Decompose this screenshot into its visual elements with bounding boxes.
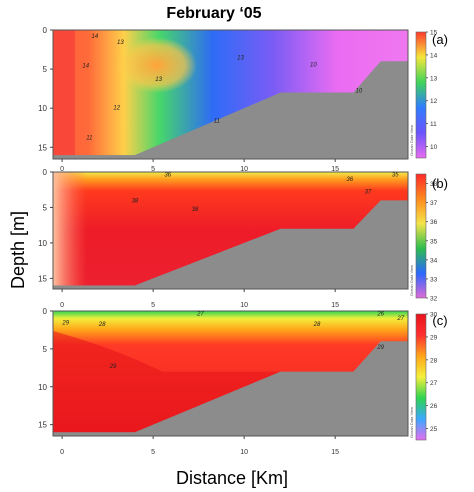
contour-label: 29: [61, 321, 69, 327]
figure-title: February ‘05: [166, 5, 261, 22]
colorbar-tick-label: 38: [430, 181, 438, 188]
y-tick-label: 10: [38, 239, 47, 248]
x-tick-label: 5: [151, 166, 155, 173]
colorbar-tick-label: 11: [430, 121, 437, 128]
warm-core-patch: [116, 37, 197, 94]
contour-label: 14: [92, 34, 99, 40]
colorbar: [415, 173, 427, 299]
colorbar-tick-label: 14: [430, 52, 438, 59]
contour-label: 11: [214, 118, 220, 124]
seabed-bathymetry: [125, 341, 409, 436]
colorbar-label: Ocean Data View: [409, 125, 414, 156]
colorbar-label: Ocean Data View: [409, 265, 414, 296]
contour-label: 36: [346, 177, 353, 183]
colorbar-tick-label: 29: [430, 334, 438, 341]
colorbar-label: Ocean Data View: [409, 407, 414, 438]
y-tick-label: 15: [38, 274, 47, 283]
x-tick-label: 10: [240, 302, 248, 309]
contour-label: 29: [109, 364, 117, 370]
colorbar-tick-label: 32: [430, 296, 438, 303]
plot-frame: [52, 171, 409, 290]
coastal-warm-band: [53, 30, 75, 159]
contour-label: 28: [98, 322, 106, 328]
plot-frame: [52, 29, 409, 160]
x-tick-label: 5: [151, 302, 155, 309]
seabed-floor: [53, 155, 135, 159]
y-tick-label: 10: [38, 383, 47, 392]
contour-label: 36: [164, 172, 171, 178]
colorbar: [415, 31, 427, 159]
panel-label: (b): [432, 176, 448, 191]
y-tick-label: 10: [38, 104, 47, 113]
seabed-floor: [53, 285, 135, 289]
contour-label: 13: [155, 77, 162, 83]
plot-frame: [52, 310, 409, 437]
x-axis-label: Distance [Km]: [176, 468, 288, 488]
x-tick-label: 10: [240, 166, 248, 173]
x-tick-label: 15: [331, 449, 339, 456]
y-tick-label: 5: [43, 203, 48, 212]
x-tick-label: 15: [331, 166, 339, 173]
y-tick-label: 15: [38, 143, 47, 152]
y-tick-label: 5: [43, 65, 48, 74]
y-tick-label: 5: [43, 345, 48, 354]
contour-label: 10: [356, 89, 363, 95]
contour-label: 28: [313, 322, 321, 328]
colorbar-tick-label: 30: [430, 312, 438, 319]
coastal-light-band: [53, 172, 87, 289]
colorbar-tick-label: 35: [430, 238, 438, 245]
contour-label: 27: [396, 316, 404, 322]
colorbar-tick-label: 37: [430, 200, 438, 207]
y-tick-label: 0: [43, 307, 48, 316]
x-tick-label: 5: [151, 449, 155, 456]
x-tick-label: 15: [331, 302, 339, 309]
contour-label: 38: [192, 207, 199, 213]
colorbar-tick-label: 15: [430, 30, 438, 37]
colorbar-tick-label: 33: [430, 276, 438, 283]
colorbar-tick-label: 13: [430, 75, 438, 82]
contour-label: 11: [86, 135, 92, 141]
x-tick-label: 0: [60, 166, 64, 173]
colorbar-tick-label: 28: [430, 357, 438, 364]
x-tick-label: 0: [60, 449, 64, 456]
panel-label: (a): [432, 32, 448, 47]
seabed-bathymetry: [125, 61, 409, 159]
colorbar-tick-label: 34: [430, 257, 438, 264]
panel-a: 14 13 14 13 13 12 11 10 10 11 0 5 10 15 0 5 10 15 15 14 13 12…: [38, 26, 448, 173]
seabed-bathymetry: [125, 200, 409, 289]
y-tick-label: 0: [43, 26, 48, 35]
contour-label: 13: [237, 56, 244, 62]
contour-label: 26: [376, 312, 384, 318]
contour-label: 38: [132, 198, 139, 204]
seabed-floor: [53, 432, 135, 436]
colorbar-tick-label: 27: [430, 380, 438, 387]
y-tick-label: 0: [43, 168, 48, 177]
contour-label: 14: [82, 64, 89, 70]
colorbar-tick-label: 25: [430, 426, 438, 433]
y-tick-label: 15: [38, 421, 47, 430]
contour-label: 37: [365, 189, 372, 195]
contour-label: 29: [376, 345, 384, 351]
contour-label: 10: [310, 63, 317, 69]
colorbar-tick-label: 10: [430, 144, 438, 151]
y-axis-label: Depth [m]: [8, 211, 28, 289]
x-tick-label: 10: [240, 449, 248, 456]
panel-label: (c): [432, 313, 447, 328]
colorbar: [415, 313, 427, 441]
contour-label: 13: [117, 40, 124, 46]
panel-b: 36 36 35 37 38 38 0 5 10 15 0 5 10 15 38 37 36 35 34 33 32 Oc…: [38, 168, 448, 309]
colorbar-tick-label: 26: [430, 403, 438, 410]
contour-label: 35: [392, 172, 399, 178]
panel-c: 27 26 27 28 28 29 29 29 0 5 10 15 0 5 10 15 30 29 28 27 26 25…: [38, 307, 447, 456]
x-tick-label: 0: [60, 302, 64, 309]
contour-label: 12: [113, 106, 120, 112]
colorbar-tick-label: 36: [430, 219, 438, 226]
contour-label: 27: [196, 312, 204, 318]
colorbar-tick-label: 12: [430, 98, 438, 105]
